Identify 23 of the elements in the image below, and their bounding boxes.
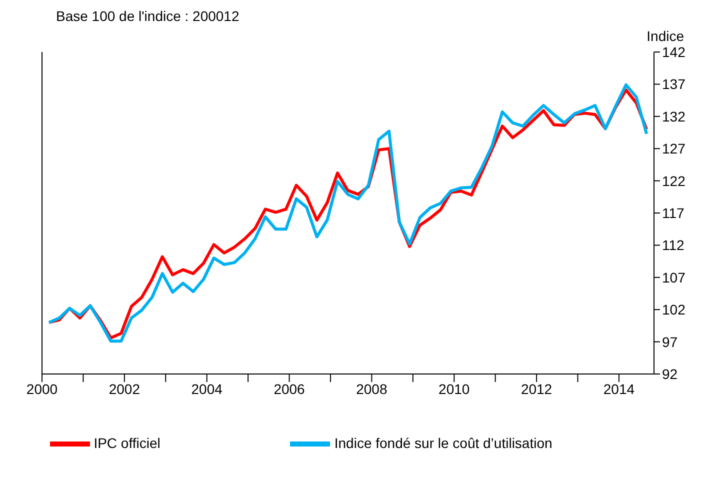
y-tick-label: 142 <box>662 44 686 60</box>
x-tick-label: 2010 <box>438 380 470 397</box>
legend-label: Indice fondé sur le coût d’utilisation <box>334 434 552 451</box>
y-tick-label: 107 <box>662 269 686 286</box>
x-tick-label: 2000 <box>26 380 58 397</box>
y-tick-label: 132 <box>662 108 686 124</box>
x-tick-label: 2006 <box>274 380 306 397</box>
y-tick-label: 127 <box>662 140 686 157</box>
x-tick-label: 2008 <box>356 380 388 397</box>
x-tick-label: 2002 <box>108 380 140 397</box>
x-tick-label: 2012 <box>520 380 552 397</box>
y-axis-title: Indice <box>646 28 684 44</box>
y-tick-label: 122 <box>662 172 686 189</box>
x-tick-label: 2004 <box>191 380 223 397</box>
legend-label: IPC officiel <box>94 434 160 451</box>
y-tick-label: 117 <box>662 204 685 221</box>
y-tick-label: 92 <box>662 366 678 382</box>
x-tick-label: 2014 <box>603 380 635 397</box>
y-tick-label: 137 <box>662 76 686 92</box>
y-tick-label: 102 <box>662 302 686 318</box>
chart-title: Base 100 de l'indice : 200012 <box>56 8 240 24</box>
y-tick-label: 97 <box>662 334 678 350</box>
y-tick-label: 112 <box>662 237 685 254</box>
